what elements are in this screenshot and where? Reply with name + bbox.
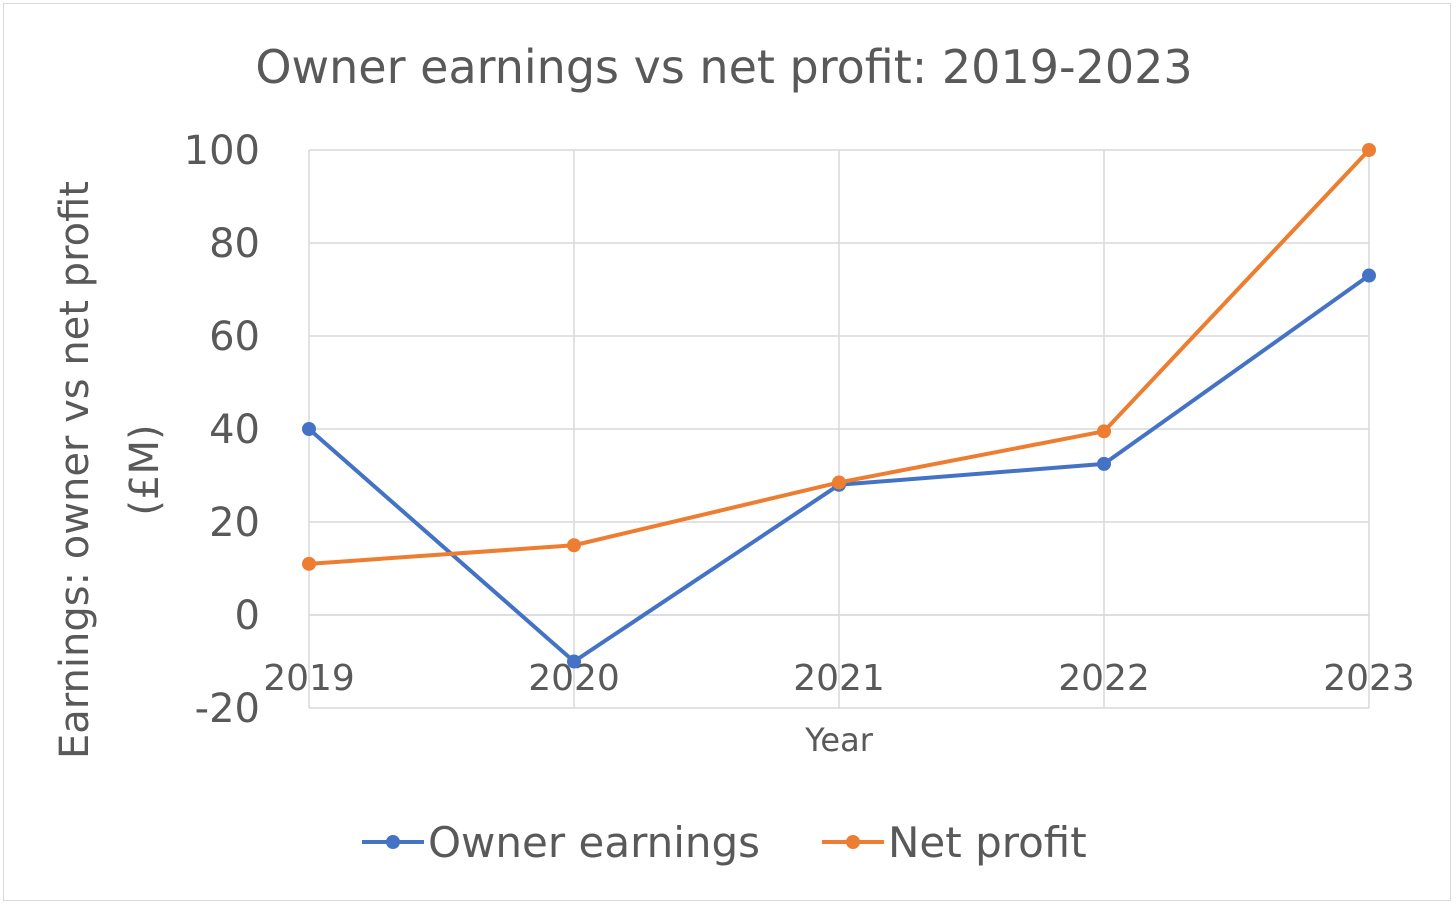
data-point: [567, 654, 581, 669]
y-axis-title-line2: (£M): [122, 424, 168, 515]
x-axis-title: Year: [804, 721, 874, 759]
legend-item: Owner earnings: [362, 818, 760, 867]
legend-item: Net profit: [822, 818, 1087, 867]
y-tick-label: 0: [235, 593, 260, 639]
y-tick-label: 100: [184, 128, 260, 174]
gridlines: [308, 149, 1370, 709]
legend-marker: [846, 835, 860, 849]
x-tick-label: 2019: [263, 658, 355, 699]
y-tick-label: -20: [195, 686, 260, 732]
y-tick-label: 40: [209, 407, 260, 453]
series-net-profit: [302, 143, 1376, 571]
data-point: [302, 556, 316, 571]
chart-title: Owner earnings vs net profit: 2019-2023: [255, 40, 1192, 94]
data-point: [567, 538, 581, 553]
data-point: [1097, 456, 1111, 471]
x-tick-label: 2021: [793, 658, 885, 699]
data-point: [1362, 268, 1376, 283]
legend-label: Net profit: [888, 818, 1087, 867]
chart-frame: [3, 3, 1451, 901]
y-tick-labels: 100 80 60 40 20 0 -20: [184, 128, 260, 732]
legend-label: Owner earnings: [428, 818, 760, 867]
legend: Owner earnings Net profit: [362, 818, 1087, 867]
x-tick-labels: 2019 2020 2021 2022 2023: [263, 658, 1415, 699]
x-tick-label: 2023: [1323, 658, 1415, 699]
y-tick-label: 60: [209, 314, 260, 360]
y-tick-label: 80: [209, 221, 260, 267]
data-point: [1362, 143, 1376, 157]
data-point: [302, 422, 316, 436]
data-point: [832, 475, 846, 490]
legend-marker: [386, 835, 400, 849]
y-axis-title-line1: Earnings: owner vs net profit: [52, 181, 98, 759]
x-tick-label: 2022: [1058, 658, 1150, 699]
y-tick-label: 20: [209, 500, 260, 546]
data-point: [1097, 424, 1111, 439]
series-lines: [302, 143, 1376, 669]
